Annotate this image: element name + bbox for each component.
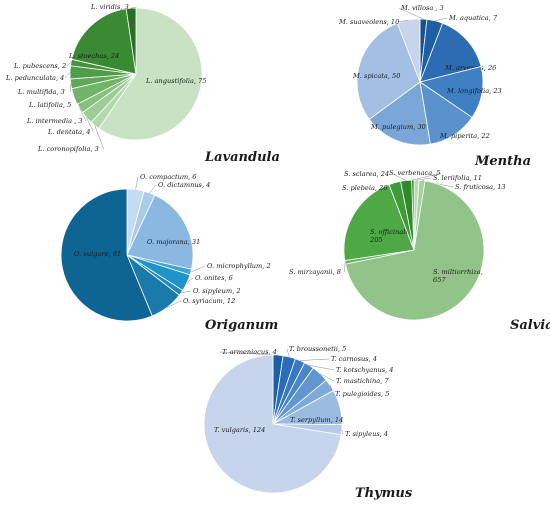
label-m-aquatica: M. aquatica, 7 (448, 14, 498, 22)
leader-line (341, 429, 344, 435)
label-l-viridis: L. viridis, 3 (90, 3, 129, 11)
leader-line (135, 176, 139, 190)
leader-line (309, 364, 335, 371)
leader-line (86, 117, 94, 133)
label-m-villosa: M. villosa , 3 (400, 4, 444, 12)
label-t-broussonetii: T. broussonetii, 5 (289, 345, 346, 353)
leader-line (286, 348, 290, 358)
pie-thymus: T. armeniacus, 4 T. broussonetii, 5 T. car… (203, 345, 413, 501)
chart-title: Origanum (205, 318, 278, 333)
leader-line (416, 177, 432, 181)
label-l-angustifolia: L. angustifolia, 75 (145, 77, 207, 85)
leader-line (131, 6, 137, 9)
pie-origanum: O. compactum, 6O. dictamnus, 4 O. majoran… (60, 173, 278, 333)
label-m-piperita: M. piperita, 22 (439, 132, 490, 140)
pie-mentha: M. villosa , 3 M. aquatica, 7 M. arvensis,… (338, 4, 531, 169)
leader-line (398, 7, 424, 20)
label-o-microphyllum: O. microphyllum, 2 (207, 262, 271, 270)
label-t-carnosus: T. carnosus, 4 (331, 355, 377, 363)
leader-line (412, 172, 442, 181)
label-m-arvensis: M. arvensis, 26 (444, 64, 496, 72)
slice-s-miltiorrhiza (344, 180, 485, 321)
slice-m-arvensis (419, 22, 482, 83)
label-t-armeniacus: T. armeniacus, 4 (222, 348, 277, 356)
label-l-intermedia: L. intermedia , 3 (26, 117, 83, 125)
label-o-syriacum: O. syriacum, 12 (183, 297, 235, 305)
label-o-onites: O. onites, 6 (195, 274, 233, 282)
label-m-pulegium: M. pulegium, 30 (370, 123, 426, 131)
label-s-officinalis: S. officinalis, 205 (369, 228, 413, 244)
label-s-sclarea: S. sclarea, 24 (344, 170, 389, 178)
leader-line (397, 19, 409, 23)
leader-line (64, 72, 71, 79)
leader-line (149, 184, 157, 194)
leader-line (94, 125, 104, 150)
label-l-multifida: L. multifida, 3 (17, 88, 65, 96)
label-o-vulgare: O. vulgare, 81 (74, 250, 121, 258)
label-t-pulegioides: T. pulegioides, 5 (335, 390, 389, 398)
leader-line (186, 277, 194, 284)
chart-title: Lavandula (204, 150, 280, 165)
chart-title: Thymus (355, 486, 413, 501)
slice-m-longifolia (419, 66, 484, 118)
label-t-serpyllum: T. serpyllum, 14 (290, 416, 343, 424)
slice-m-spicata (356, 22, 421, 120)
leader-line (320, 373, 335, 382)
pie-lavandula: L. angustifolia, 75 L. coronopifolia, 3 L.… (5, 3, 280, 165)
label-l-stoechas: L. stoechas, 24 (68, 52, 119, 60)
leader-line (73, 96, 82, 106)
slice-l-viridis (125, 7, 137, 75)
leader-line (434, 17, 448, 22)
label-s-plebeia: S. plebeia, 26 (342, 184, 387, 192)
label-m-longifolia: M. longifolia, 23 (446, 87, 502, 95)
label-s-verbenaca: S. verbenaca, 5 (389, 169, 441, 177)
label-o-dictamnus: O. dictamnus, 4 (158, 181, 210, 189)
leader-line (167, 300, 182, 308)
label-l-pubescens: L. pubescens, 2 (13, 62, 66, 70)
slice-l-angustifolia (98, 7, 203, 141)
label-o-compactum: O. compactum, 6 (140, 173, 197, 181)
leader-line (181, 290, 192, 294)
leader-line (190, 265, 206, 273)
label-s-mirzayanii: S. mirzayanii, 8 (289, 268, 341, 276)
label-l-coronopifolia: L. coronopifolia, 3 (37, 145, 99, 153)
slice-s-verbenaca (411, 179, 415, 251)
label-m-spicata: M. spicata, 50 (352, 72, 400, 80)
label-o-sipyleum: O. sipyleum, 2 (193, 287, 241, 295)
label-t-vulgaris: T. vulgaris, 124 (214, 426, 265, 434)
label-t-mastichina: T. mastichina, 7 (336, 377, 389, 385)
label-l-latifolia: L. latifolia, 5 (28, 101, 71, 109)
label-s-fruticosa: S. fruticosa, 13 (455, 183, 506, 191)
label-o-majorana: O. majorana, 31 (147, 238, 200, 246)
label-t-sipyleus: T. sipyleus, 4 (345, 430, 388, 438)
label-t-kotschyanus: T. kotschyanus, 4 (336, 366, 393, 374)
pie-salvia: S. leriifolia, 11S. fruticosa, 13 S. milt… (289, 169, 550, 333)
chart-title: Mentha (474, 154, 531, 169)
slice-l-stoechas (71, 8, 137, 75)
leader-line (300, 358, 330, 361)
slice-o-vulgare (60, 188, 153, 322)
leader-line (392, 173, 407, 181)
slice-o-majorana (126, 194, 194, 270)
label-s-miltiorrhiza: S. miltiorrhiza, 657 (433, 268, 483, 284)
slice-m-pulegium (368, 81, 431, 146)
label-m-suaveolens: M. suaveolens, 10 (338, 18, 399, 26)
leader-line (79, 108, 87, 122)
label-l-pedunculata: L. pedunculata, 4 (5, 74, 64, 82)
slice-t-vulgaris (203, 354, 342, 494)
leader-line (219, 351, 279, 356)
label-l-dentata: L. dentata, 4 (47, 128, 91, 136)
label-s-leriifolia: S. leriifolia, 11 (433, 174, 482, 182)
chart-title: Salvia (510, 318, 550, 333)
leader-line (390, 182, 395, 189)
slice-s-officinalis (343, 184, 415, 261)
leader-line (66, 62, 72, 67)
slice-m-suaveolens (396, 18, 421, 83)
